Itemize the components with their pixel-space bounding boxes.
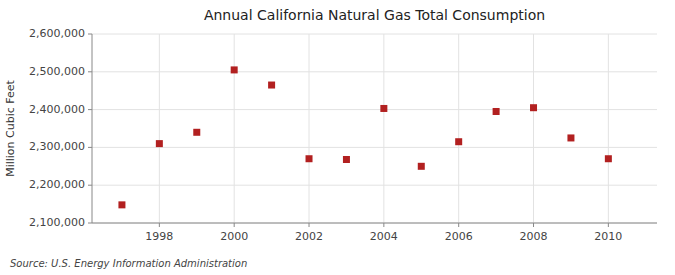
point (493, 108, 500, 115)
y-tick-label: 2,600,000 (29, 27, 85, 40)
y-tick (88, 34, 92, 35)
x-tick-label: 2008 (520, 230, 548, 243)
point (530, 104, 537, 111)
point (605, 155, 612, 162)
point (380, 105, 387, 112)
y-tick-label: 2,500,000 (29, 65, 85, 78)
point (268, 82, 275, 89)
y-tick (88, 223, 92, 224)
x-grid-line (234, 34, 235, 223)
x-axis-line (92, 223, 657, 224)
x-grid-line (383, 34, 384, 223)
y-tick (88, 185, 92, 186)
y-tick (88, 109, 92, 110)
point (118, 201, 125, 208)
y-tick-label: 2,300,000 (29, 140, 85, 153)
points (118, 66, 611, 208)
x-tick-label: 1998 (145, 230, 173, 243)
x-tick (309, 223, 310, 227)
point (193, 129, 200, 136)
point (306, 155, 313, 162)
y-tick (88, 71, 92, 72)
x-grid-line (608, 34, 609, 223)
x-grid-line (309, 34, 310, 223)
point (231, 66, 238, 73)
x-tick (234, 223, 235, 227)
x-tick-label: 2000 (220, 230, 248, 243)
x-tick (533, 223, 534, 227)
y-grid-line (92, 71, 657, 72)
grid (92, 34, 657, 223)
x-tick (159, 223, 160, 227)
x-tick (458, 223, 459, 227)
background (0, 0, 675, 275)
x-tick (608, 223, 609, 227)
y-tick-label: 2,400,000 (29, 103, 85, 116)
x-grid-line (533, 34, 534, 223)
x-grid-line (159, 34, 160, 223)
axes: 2,100,000 2,200,000 2,300,000 2,400,000 2,50… (29, 27, 657, 243)
point (343, 156, 350, 163)
y-grid-line (92, 147, 657, 148)
y-axis-line (92, 34, 93, 223)
x-tick (383, 223, 384, 227)
point (567, 134, 574, 141)
y-tick-label: 2,100,000 (29, 216, 85, 229)
y-tick (88, 147, 92, 148)
point (418, 163, 425, 170)
y-grid-line (92, 109, 657, 110)
y-axis-label: Million Cubic Feet (4, 79, 17, 176)
x-tick-label: 2004 (370, 230, 398, 243)
x-tick-label: 2002 (295, 230, 323, 243)
y-grid-line (92, 223, 657, 224)
x-grid-line (458, 34, 459, 223)
chart-container: 2,100,000 2,200,000 2,300,000 2,400,000 2,50… (0, 0, 675, 275)
y-grid-line (92, 185, 657, 186)
x-tick-label: 2010 (594, 230, 622, 243)
source-note: Source: U.S. Energy Information Administ… (10, 258, 247, 269)
point (455, 138, 462, 145)
point (156, 140, 163, 147)
x-tick-label: 2006 (445, 230, 473, 243)
y-tick-label: 2,200,000 (29, 178, 85, 191)
title: Annual California Natural Gas Total Cons… (204, 7, 545, 23)
chart-svg: 2,100,000 2,200,000 2,300,000 2,400,000 2,50… (0, 0, 675, 275)
y-grid-line (92, 34, 657, 35)
